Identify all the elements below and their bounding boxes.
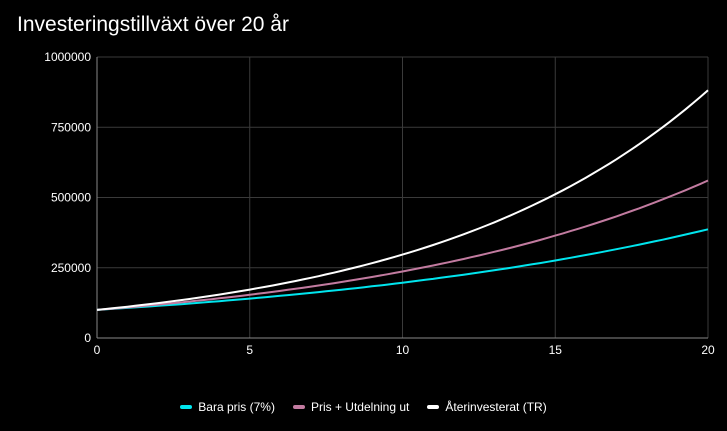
tick-labels: 0 250000 500000 750000 1000000 0 5 10 15 20 <box>44 50 715 357</box>
y-tick-label: 0 <box>84 331 91 345</box>
legend-label-price: Bara pris (7%) <box>198 400 275 414</box>
series-line-price <box>96 228 709 311</box>
y-tick-label: 500000 <box>51 191 91 205</box>
series-line-reinvested <box>96 89 709 311</box>
series-lines <box>96 89 709 311</box>
legend-swatch-price <box>180 405 193 409</box>
legend-swatch-reinvested <box>427 405 440 409</box>
grid-lines <box>97 56 709 338</box>
y-tick-label: 750000 <box>51 120 91 134</box>
x-tick-label: 20 <box>701 343 715 357</box>
legend-label-dividend: Pris + Utdelning ut <box>310 400 410 414</box>
x-tick-label: 0 <box>94 343 101 357</box>
legend-item-price[interactable]: Bara pris (7%) <box>180 400 275 414</box>
legend-label-reinvested: Återinvesterat (TR) <box>445 400 547 414</box>
legend: Bara pris (7%) Pris + Utdelning ut Återi… <box>0 400 727 414</box>
legend-item-reinvested[interactable]: Återinvesterat (TR) <box>427 400 547 414</box>
y-tick-label: 250000 <box>51 261 91 275</box>
legend-swatch-dividend <box>292 405 305 409</box>
series-line-dividend <box>96 179 709 311</box>
y-tick-label: 1000000 <box>44 50 91 64</box>
x-tick-label: 15 <box>549 343 563 357</box>
x-tick-label: 5 <box>246 343 253 357</box>
chart-title: Investeringstillväxt över 20 år <box>17 13 289 36</box>
axes <box>96 57 708 339</box>
x-tick-label: 10 <box>396 343 410 357</box>
legend-item-dividend[interactable]: Pris + Utdelning ut <box>292 400 410 414</box>
